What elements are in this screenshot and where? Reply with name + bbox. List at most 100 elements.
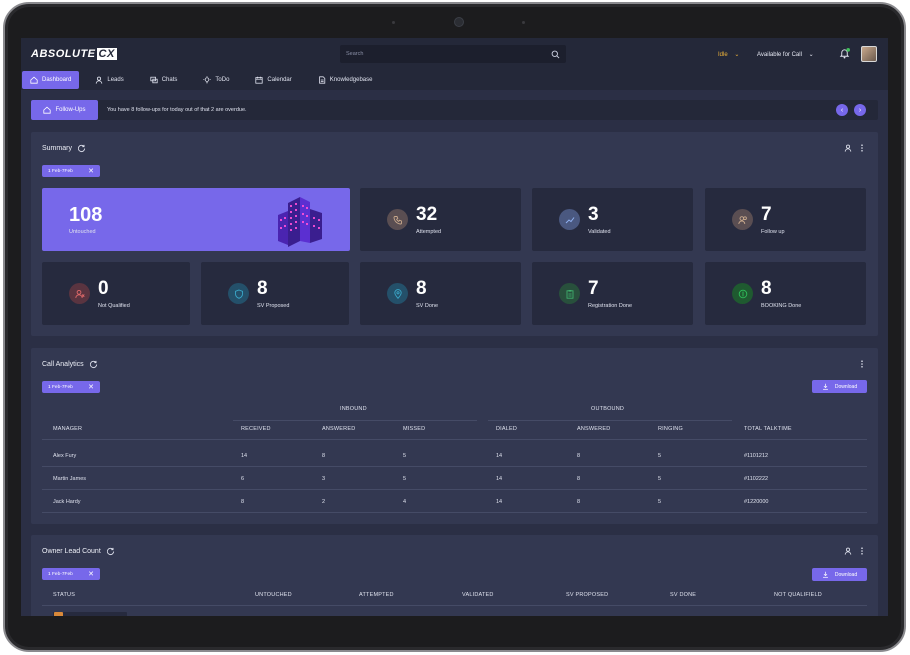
cell-manager: Jack Hardy — [53, 499, 81, 505]
search-icon[interactable] — [551, 50, 560, 59]
phone-icon — [387, 209, 408, 230]
stat-label: Registration Done — [588, 303, 633, 309]
stat-card-follow-up[interactable]: 7 Follow up — [705, 188, 866, 251]
stat-card-untouched[interactable]: 108 Untouched — [42, 188, 350, 251]
user-remove-icon — [69, 283, 90, 304]
nav-item-calendar[interactable]: Calendar — [245, 71, 301, 89]
refresh-icon[interactable] — [106, 547, 115, 556]
column-header[interactable]: ANSWERED — [322, 426, 356, 432]
followups-button[interactable]: Follow-Ups — [31, 100, 98, 120]
column-header[interactable]: VALIDATED — [462, 592, 494, 598]
column-header[interactable]: STATUS — [53, 592, 76, 598]
nav-item-dashboard[interactable]: Dashboard — [22, 71, 80, 89]
user-filter-icon[interactable] — [844, 144, 852, 152]
search-input[interactable] — [346, 51, 551, 57]
refresh-icon[interactable] — [89, 360, 98, 369]
call-analytics-title: Call Analytics — [42, 360, 98, 369]
nav-item-leads[interactable]: Leads — [85, 71, 133, 89]
nav-item-todo[interactable]: ToDo — [193, 71, 239, 89]
nav-item-knowledgebase[interactable]: Knowledgebase — [308, 71, 383, 89]
date-range-chip[interactable]: 1 Feb-7Feb ✕ — [42, 568, 100, 580]
stat-value: 108 — [69, 204, 103, 226]
refresh-icon[interactable] — [77, 144, 86, 153]
followups-message: You have 8 follow-ups for today out of t… — [107, 107, 247, 113]
download-button[interactable]: Download — [812, 380, 867, 393]
column-header[interactable]: NOT QUALIFIELD — [774, 592, 822, 598]
column-header[interactable]: SV DONE — [670, 592, 697, 598]
more-vertical-icon[interactable] — [858, 144, 866, 152]
chevron-down-icon: ⌄ — [808, 52, 814, 58]
cell-manager: Alex Fury — [53, 453, 77, 459]
stat-value: 8 — [416, 278, 427, 299]
cell-ringing: 5 — [658, 453, 662, 459]
stat-value: 7 — [588, 278, 599, 299]
stat-card-not-qualified[interactable]: 0 Not Qualified — [42, 262, 190, 325]
divider — [233, 420, 477, 421]
stat-card-booking-done[interactable]: 8 BOOKING Done — [705, 262, 866, 325]
column-header[interactable]: ATTEMPTED — [359, 592, 394, 598]
download-button[interactable]: Download — [812, 568, 867, 581]
close-icon[interactable]: ✕ — [88, 384, 94, 391]
main-nav: Dashboard Leads Chats ToDo Calendar Know… — [21, 70, 888, 90]
status-cell[interactable] — [53, 612, 127, 616]
cell-dialed: 14 — [496, 499, 503, 505]
cell-dialed: 14 — [496, 476, 503, 482]
nav-item-chats[interactable]: Chats — [140, 71, 188, 89]
stat-label: SV Proposed — [257, 303, 290, 309]
column-header[interactable]: DIALED — [496, 426, 518, 432]
notification-bell-icon[interactable] — [839, 48, 850, 59]
more-vertical-icon[interactable] — [858, 547, 866, 555]
owner-lead-count-title: Owner Lead Count — [42, 547, 115, 556]
stat-card-validated[interactable]: 3 Validated — [532, 188, 693, 251]
cell-missed: 5 — [403, 476, 407, 482]
close-icon[interactable]: ✕ — [88, 168, 94, 175]
user-filter-icon[interactable] — [844, 547, 852, 555]
availability-dropdown[interactable]: Available for Call ⌄ — [757, 52, 814, 58]
divider — [488, 420, 732, 421]
next-arrow-icon[interactable]: › — [854, 104, 866, 116]
cell-talktime: #1220000 — [744, 499, 769, 505]
cell-answered: 2 — [322, 499, 326, 505]
stat-value: 7 — [761, 204, 772, 225]
stat-label: Follow up — [761, 229, 785, 235]
sensor-dot — [392, 21, 395, 24]
stat-card-sv-proposed[interactable]: 8 SV Proposed — [201, 262, 349, 325]
stat-card-registration-done[interactable]: 7 Registration Done — [532, 262, 693, 325]
users-icon — [732, 209, 753, 230]
stat-card-sv-done[interactable]: 8 SV Done — [360, 262, 521, 325]
chat-icon — [150, 76, 158, 84]
search-box — [340, 45, 566, 63]
column-header[interactable]: UNTOUCHED — [255, 592, 292, 598]
column-header[interactable]: RECEIVED — [241, 426, 271, 432]
divider — [42, 489, 867, 490]
date-range-chip[interactable]: 1 Feb-7Feb ✕ — [42, 165, 100, 177]
column-header[interactable]: MISSED — [403, 426, 426, 432]
cell-answered: 8 — [577, 499, 581, 505]
download-icon — [822, 383, 828, 390]
cell-ringing: 5 — [658, 476, 662, 482]
cell-received: 6 — [241, 476, 245, 482]
owner-lead-count-panel: Owner Lead Count 1 Feb-7Feb ✕ Download S… — [31, 535, 878, 616]
column-header[interactable]: RINGING — [658, 426, 683, 432]
city-buildings-icon — [278, 197, 322, 247]
previous-arrow-icon[interactable]: ‹ — [836, 104, 848, 116]
column-header[interactable]: ANSWERED — [577, 426, 611, 432]
calendar-icon — [255, 76, 264, 84]
date-range-chip[interactable]: 1 Feb-7Feb ✕ — [42, 381, 100, 393]
column-header[interactable]: SV PROPOSED — [566, 592, 609, 598]
cell-answered: 3 — [322, 476, 326, 482]
clipboard-icon — [559, 283, 580, 304]
cell-ringing: 5 — [658, 499, 662, 505]
column-header[interactable]: MANAGER — [53, 426, 83, 432]
owner-lead-actions — [844, 547, 866, 555]
status-dropdown[interactable]: Idle ⌄ — [718, 52, 740, 58]
cell-answered: 8 — [577, 476, 581, 482]
column-header[interactable]: TOTAL TALKTIME — [744, 426, 792, 432]
more-vertical-icon[interactable] — [858, 360, 866, 368]
brand-logo[interactable]: ABSOLUTE CX — [31, 48, 117, 60]
avatar[interactable] — [861, 46, 877, 62]
close-icon[interactable]: ✕ — [88, 571, 94, 578]
cell-received: 14 — [241, 453, 248, 459]
stat-card-attempted[interactable]: 32 Attempted — [360, 188, 521, 251]
stat-value: 8 — [761, 278, 772, 299]
